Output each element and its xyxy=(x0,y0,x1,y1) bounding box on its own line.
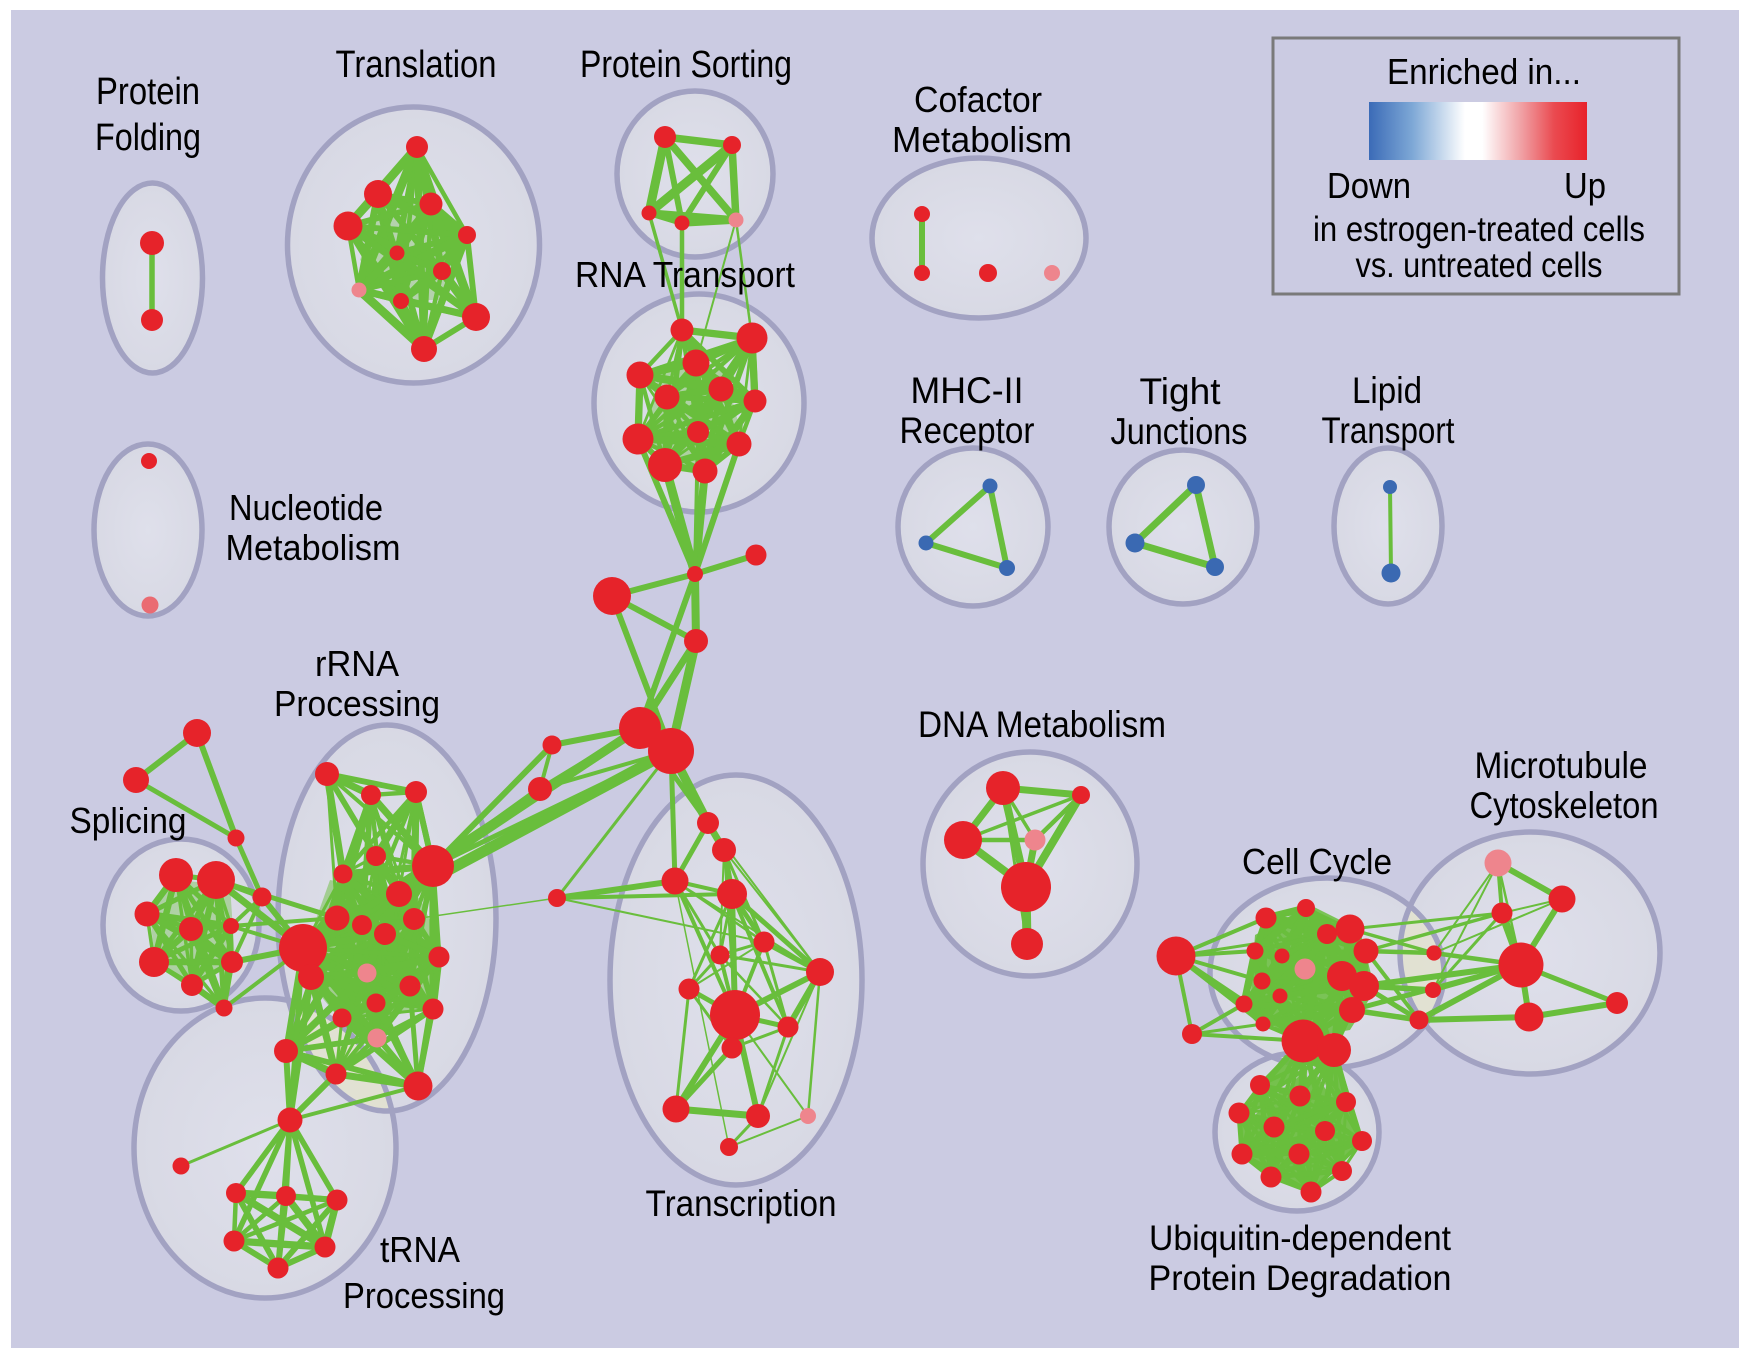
svg-text:Up: Up xyxy=(1564,165,1606,206)
svg-text:Down: Down xyxy=(1327,165,1411,206)
svg-text:Metabolism: Metabolism xyxy=(226,527,401,568)
svg-text:Lipid: Lipid xyxy=(1352,370,1422,411)
svg-text:Junctions: Junctions xyxy=(1111,411,1248,452)
svg-text:Protein: Protein xyxy=(96,71,200,113)
svg-text:Folding: Folding xyxy=(95,117,201,159)
svg-text:Protein Degradation: Protein Degradation xyxy=(1149,1259,1452,1298)
svg-text:Tight: Tight xyxy=(1140,371,1222,412)
svg-text:Cytoskeleton: Cytoskeleton xyxy=(1470,785,1659,826)
svg-text:Microtubule: Microtubule xyxy=(1475,745,1648,786)
svg-text:Cell Cycle: Cell Cycle xyxy=(1242,841,1392,882)
svg-text:Transcription: Transcription xyxy=(646,1183,837,1224)
svg-text:Translation: Translation xyxy=(336,44,497,86)
svg-text:RNA Transport: RNA Transport xyxy=(575,254,795,295)
svg-text:Receptor: Receptor xyxy=(900,410,1035,451)
svg-text:Transport: Transport xyxy=(1322,410,1456,451)
svg-text:Splicing: Splicing xyxy=(70,800,187,841)
svg-text:in estrogen-treated cells: in estrogen-treated cells xyxy=(1313,210,1645,249)
svg-text:Cofactor: Cofactor xyxy=(914,79,1042,120)
svg-text:Nucleotide: Nucleotide xyxy=(229,487,383,528)
svg-text:DNA Metabolism: DNA Metabolism xyxy=(918,704,1166,745)
svg-text:Processing: Processing xyxy=(274,683,440,724)
svg-text:Metabolism: Metabolism xyxy=(892,119,1072,160)
svg-text:vs. untreated cells: vs. untreated cells xyxy=(1356,246,1603,285)
svg-text:Ubiquitin-dependent: Ubiquitin-dependent xyxy=(1149,1219,1451,1258)
svg-text:tRNA: tRNA xyxy=(380,1229,460,1270)
svg-text:Processing: Processing xyxy=(343,1275,505,1316)
svg-text:Protein Sorting: Protein Sorting xyxy=(580,44,792,86)
svg-text:rRNA: rRNA xyxy=(315,643,399,684)
svg-text:MHC-II: MHC-II xyxy=(911,370,1024,411)
svg-text:Enriched in...: Enriched in... xyxy=(1387,51,1581,92)
